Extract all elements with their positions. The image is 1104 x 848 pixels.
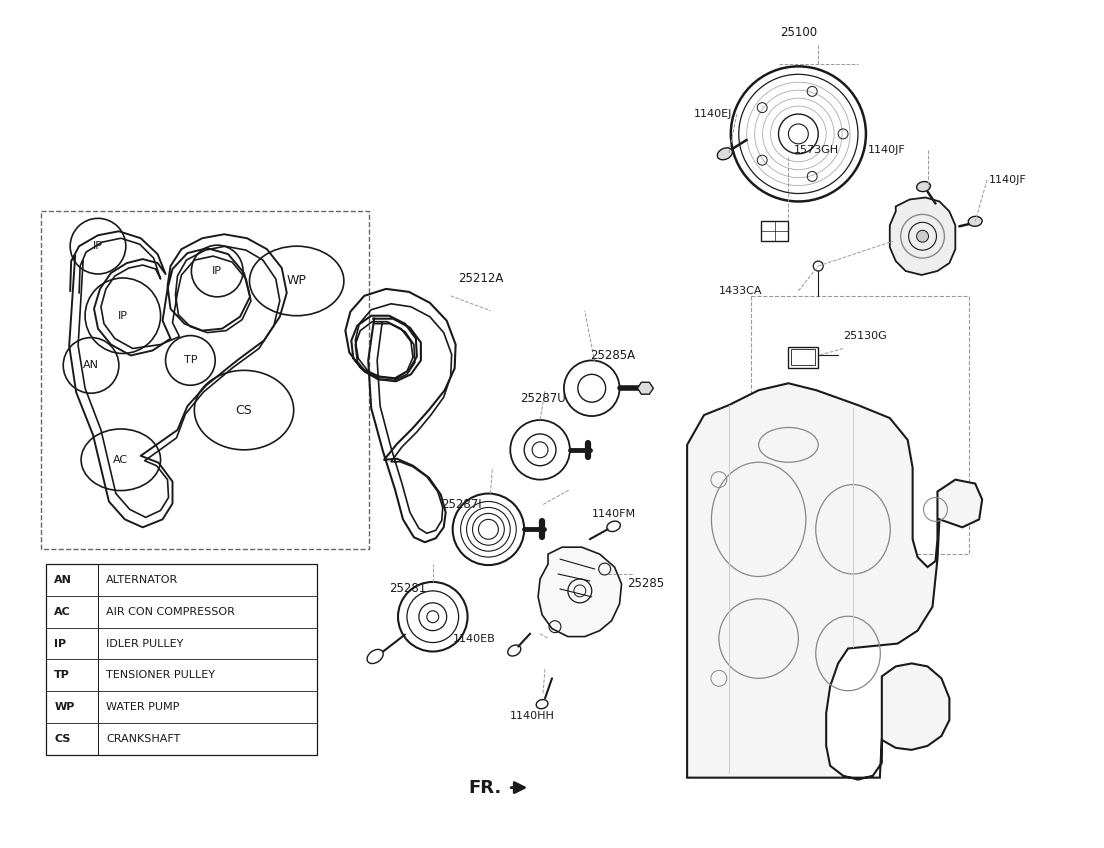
Text: TP: TP [54,670,71,680]
Text: CS: CS [54,734,71,744]
Text: 1140JF: 1140JF [868,145,905,155]
Text: AIR CON COMPRESSOR: AIR CON COMPRESSOR [106,607,235,616]
Polygon shape [687,383,983,779]
Text: FR.: FR. [468,778,502,796]
Polygon shape [637,382,654,394]
Ellipse shape [718,148,732,159]
Bar [751,296,969,554]
Text: 25285A: 25285A [590,349,635,362]
Text: AC: AC [54,607,71,616]
Text: 25285: 25285 [627,577,665,590]
Text: 25100: 25100 [779,26,817,39]
Text: IP: IP [93,241,103,251]
Text: WATER PUMP: WATER PUMP [106,702,179,712]
Text: IP: IP [54,639,66,649]
Text: 25287I: 25287I [440,498,481,511]
Polygon shape [890,198,955,275]
Ellipse shape [916,181,931,192]
Text: 1433CA: 1433CA [719,286,763,296]
Text: IP: IP [212,266,222,276]
Text: ALTERNATOR: ALTERNATOR [106,575,178,585]
Text: WP: WP [287,275,307,287]
Text: 25287U: 25287U [520,392,566,404]
Bar [41,211,369,550]
Text: CS: CS [235,404,253,416]
Text: 25130G: 25130G [843,331,887,341]
Ellipse shape [968,216,983,226]
Text: AC: AC [114,455,128,465]
Text: 1573GH: 1573GH [794,145,839,155]
Text: WP: WP [54,702,75,712]
Text: TENSIONER PULLEY: TENSIONER PULLEY [106,670,215,680]
Text: IP: IP [118,310,128,321]
Text: 25212A: 25212A [458,272,505,286]
Text: AN: AN [54,575,72,585]
Text: 1140EB: 1140EB [453,633,496,644]
Bar [792,349,815,365]
Text: 1140HH: 1140HH [510,711,555,721]
Polygon shape [538,547,622,637]
Text: AN: AN [83,360,99,371]
Text: IDLER PULLEY: IDLER PULLEY [106,639,183,649]
Bar [788,347,818,368]
Bar [761,221,788,241]
Bar [46,564,317,755]
Text: 25281: 25281 [389,583,426,595]
Text: CRANKSHAFT: CRANKSHAFT [106,734,180,744]
Text: TP: TP [183,355,198,365]
Text: 1140FM: 1140FM [592,510,636,520]
Text: 1140JF: 1140JF [989,175,1027,185]
Text: 1140EJ: 1140EJ [694,109,732,119]
Circle shape [916,231,928,243]
